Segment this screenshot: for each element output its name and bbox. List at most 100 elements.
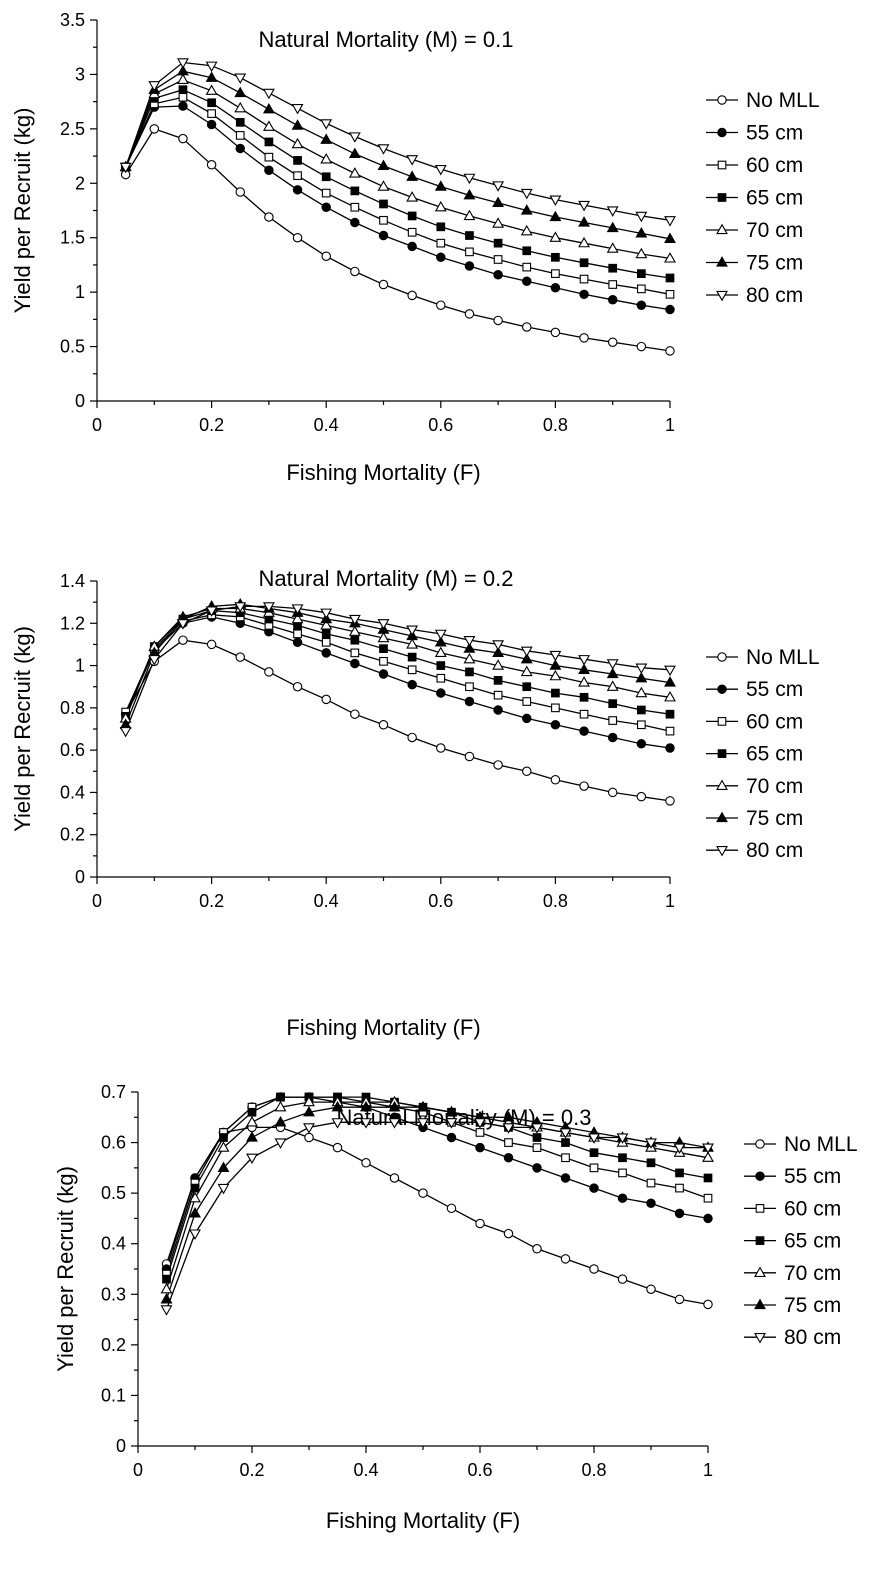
data-point	[561, 1153, 570, 1163]
data-point	[561, 1138, 570, 1147]
data-point	[493, 269, 503, 280]
series-markers-3	[121, 92, 675, 299]
data-point	[321, 172, 331, 182]
data-point	[664, 690, 676, 702]
data-point	[579, 289, 589, 300]
data-point	[579, 781, 589, 791]
data-point	[206, 639, 217, 650]
data-point	[520, 224, 533, 236]
data-point	[463, 642, 476, 653]
data-point	[474, 1118, 486, 1129]
data-point	[360, 1118, 372, 1129]
y-tick-label: 0.6	[101, 1133, 126, 1153]
data-point	[608, 280, 618, 289]
data-point	[189, 1191, 201, 1203]
y-tick-label: 0	[116, 1436, 126, 1456]
data-point	[559, 1128, 572, 1139]
data-point	[235, 143, 246, 154]
data-point	[550, 327, 561, 338]
data-point	[407, 290, 417, 301]
data-point	[665, 346, 675, 356]
data-point	[493, 255, 503, 264]
data-point	[407, 732, 417, 743]
data-point	[234, 86, 247, 98]
data-point	[262, 602, 275, 613]
data-point	[665, 289, 675, 299]
data-point	[589, 1183, 599, 1193]
chart-panel-3: 0 0.1 0.2 0.3 0.4 0.5 0.6 0.7 0 0.2 0.4 0.6 0.8 1 Natu…	[53, 1082, 858, 1533]
data-point	[465, 247, 474, 257]
y-tick-label: 0.8	[60, 698, 85, 718]
series-markers-5	[119, 602, 676, 723]
data-point	[521, 766, 532, 777]
data-point	[616, 1133, 629, 1144]
data-point	[177, 58, 189, 69]
data-point	[493, 760, 503, 770]
data-point	[560, 1173, 571, 1183]
data-point	[436, 673, 446, 683]
data-point	[465, 682, 474, 692]
x-axis-label: Fishing Mortality (F)	[286, 1015, 480, 1040]
data-point	[274, 1116, 287, 1127]
y-tick-label: 0.2	[101, 1335, 126, 1355]
data-point	[618, 1153, 627, 1163]
data-point	[320, 133, 333, 144]
x-axis-label: Fishing Mortality (F)	[286, 460, 480, 485]
data-point	[350, 658, 360, 669]
legend-label: No MLL	[784, 1133, 858, 1156]
data-point	[291, 612, 304, 624]
legend-marker	[717, 160, 727, 170]
data-point	[446, 1203, 457, 1214]
data-point	[522, 262, 532, 272]
data-point	[436, 661, 446, 670]
data-point	[417, 1118, 429, 1129]
data-point	[321, 648, 331, 658]
data-point	[665, 709, 675, 719]
data-point	[702, 1143, 714, 1154]
data-point	[520, 652, 533, 664]
legend-marker	[716, 811, 728, 823]
data-point	[235, 652, 246, 662]
data-point	[664, 216, 676, 227]
data-point	[475, 1218, 485, 1229]
data-point	[407, 211, 417, 221]
data-point	[551, 252, 560, 262]
data-point	[522, 682, 532, 692]
data-point	[463, 636, 476, 647]
data-point	[379, 644, 388, 654]
data-point	[119, 726, 132, 738]
data-point	[636, 284, 646, 294]
series-line-6	[125, 70, 671, 240]
y-tick-label: 0.5	[101, 1183, 126, 1203]
data-point	[379, 656, 388, 666]
data-point	[578, 663, 590, 674]
y-tick-label: 0	[75, 391, 85, 411]
data-point	[492, 659, 505, 670]
data-point	[674, 1294, 685, 1305]
data-point	[522, 246, 532, 256]
y-tick-label: 0.5	[60, 337, 85, 357]
data-point	[160, 1282, 173, 1294]
data-point	[321, 251, 331, 261]
data-point	[645, 1138, 657, 1149]
data-point	[177, 73, 189, 85]
data-point	[646, 1284, 656, 1294]
data-point	[464, 261, 475, 271]
data-point	[504, 1138, 513, 1147]
data-point	[321, 188, 331, 198]
legend-marker	[716, 290, 728, 302]
legend-label: 55 cm	[784, 1165, 841, 1188]
data-point	[436, 222, 446, 232]
y-tick-label: 0.2	[60, 825, 85, 845]
chart-panel-1: 0 0.5 1 1.5 2 2.5 3 3.5 0 0.2 0.4 0.6 0.8 1 Natural Mo…	[10, 10, 820, 485]
data-point	[406, 638, 419, 649]
data-point	[635, 663, 648, 674]
y-axis-label: Yield per Recruit (kg)	[10, 108, 35, 314]
legend-label: 80 cm	[746, 839, 803, 862]
data-point	[578, 655, 590, 666]
series-line-1	[165, 1126, 709, 1306]
data-point	[578, 216, 590, 227]
data-point	[674, 1208, 685, 1219]
data-point	[190, 1183, 200, 1193]
data-point	[303, 1095, 315, 1107]
